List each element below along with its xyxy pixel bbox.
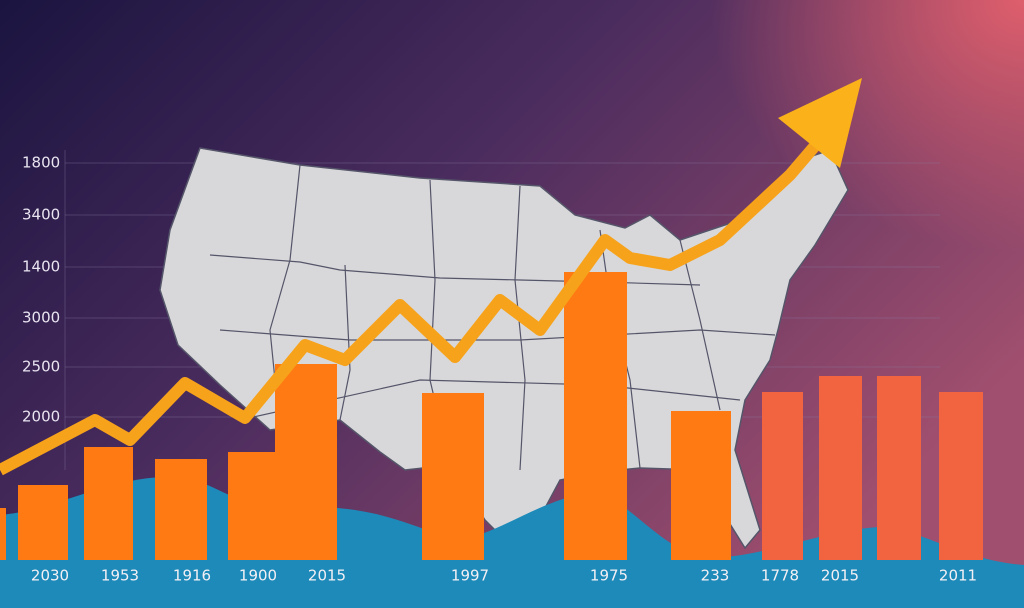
x-label: 2015: [308, 567, 346, 585]
trend-line: [0, 136, 825, 476]
x-label: 2015: [821, 567, 859, 585]
trend-arrowhead: [778, 78, 862, 168]
x-label: 1997: [451, 567, 489, 585]
x-label: 1778: [761, 567, 799, 585]
right-bars: [762, 376, 983, 560]
x-label: 1916: [173, 567, 211, 585]
x-label: 1953: [101, 567, 139, 585]
x-label: 233: [701, 567, 730, 585]
y-label: 1400: [22, 258, 60, 276]
x-label: 2011: [939, 567, 977, 585]
y-label: 3000: [22, 309, 60, 327]
bars: [0, 272, 731, 560]
y-label: 2500: [22, 358, 60, 376]
x-label: 2030: [31, 567, 69, 585]
x-label: 1900: [239, 567, 277, 585]
y-axis-labels: 1800 3400 1400 3000 2500 2000: [22, 154, 60, 426]
y-label: 2000: [22, 408, 60, 426]
x-axis-labels: 2030 1953 1916 1900 2015 1997 1975 233 1…: [31, 567, 977, 585]
y-label: 1800: [22, 154, 60, 172]
y-label: 3400: [22, 206, 60, 224]
x-label: 1975: [590, 567, 628, 585]
